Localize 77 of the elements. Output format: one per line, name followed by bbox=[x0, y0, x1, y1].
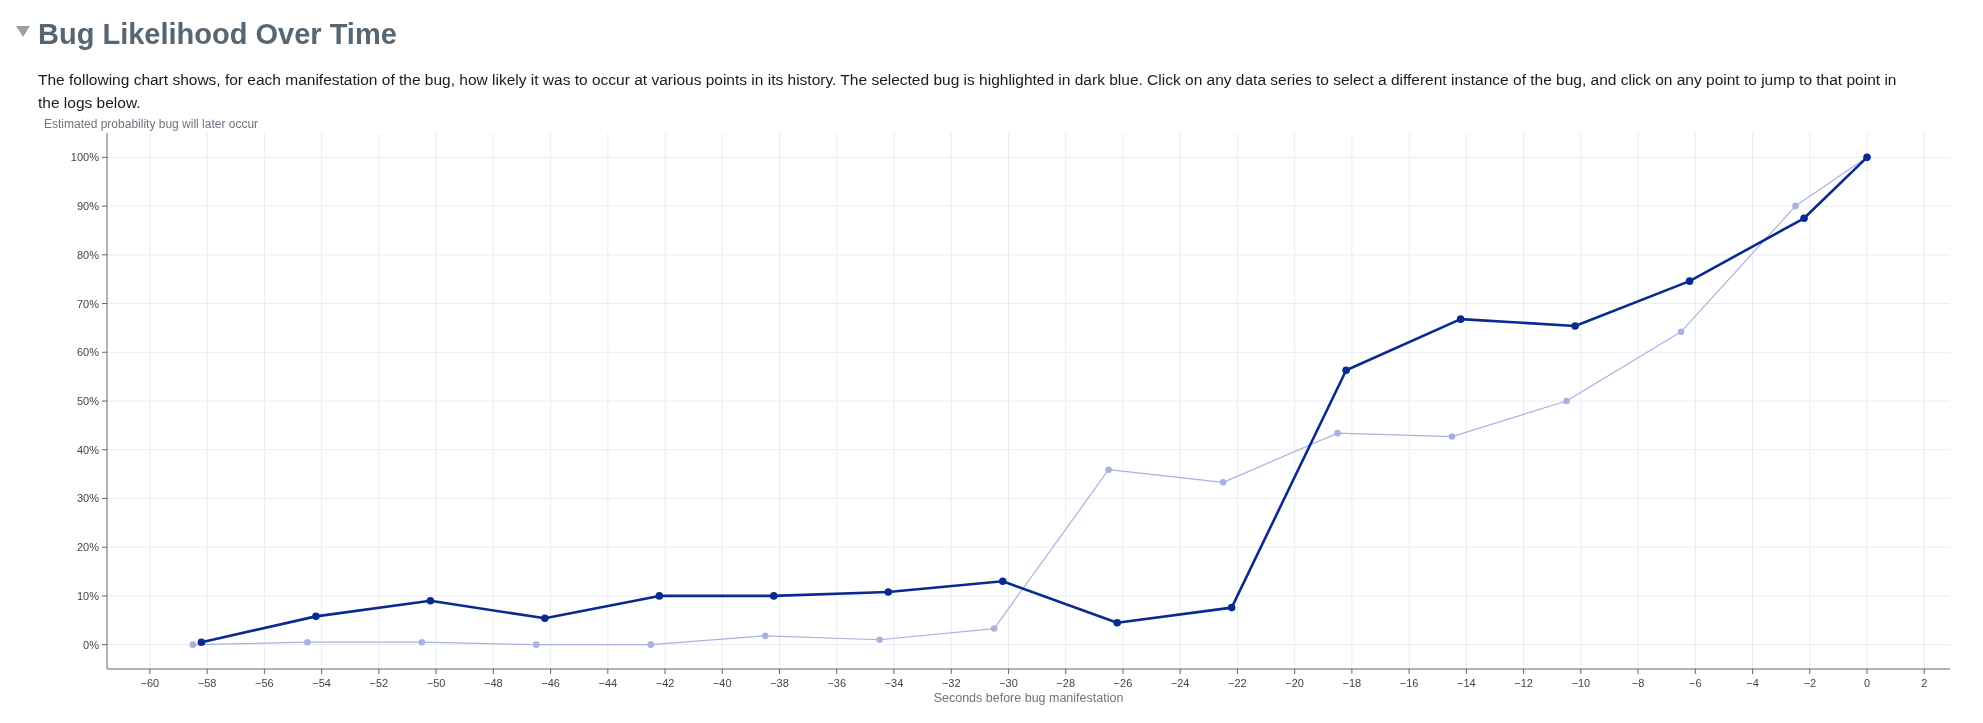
point bbox=[1105, 466, 1112, 474]
x-tick-label: −36 bbox=[827, 677, 847, 689]
point bbox=[1227, 603, 1236, 612]
point bbox=[647, 641, 655, 648]
point bbox=[990, 625, 998, 632]
x-tick-label: −38 bbox=[770, 677, 789, 689]
x-tick-label: −56 bbox=[255, 677, 274, 689]
x-tick-label: −26 bbox=[1113, 677, 1133, 689]
point bbox=[1685, 277, 1694, 285]
y-tick-label: 100% bbox=[70, 151, 100, 164]
x-tick-label: −50 bbox=[426, 677, 446, 689]
point bbox=[655, 592, 664, 600]
point bbox=[532, 641, 540, 648]
x-tick-label: −42 bbox=[655, 677, 675, 689]
point bbox=[770, 592, 778, 600]
point bbox=[1219, 479, 1227, 486]
chart-subtitle: The following chart shows, for each manifestation of the bug, how likely it was to occur at various points in its history. The selected bug is highlighted in dark blue. Click on any data series to select a different instance of the bug, and click on any point to jump to that point in the logs below. bbox=[38, 71, 1897, 111]
point bbox=[418, 638, 426, 646]
x-tick-label: −40 bbox=[712, 677, 732, 689]
x-tick-label: −16 bbox=[1399, 677, 1419, 689]
x-tick-label: −2 bbox=[1803, 677, 1817, 689]
x-tick-label: −8 bbox=[1631, 677, 1645, 689]
x-tick-label: −4 bbox=[1746, 677, 1759, 689]
y-tick-label: 30% bbox=[76, 492, 100, 505]
point bbox=[1456, 315, 1465, 323]
point bbox=[998, 577, 1007, 586]
y-tick-label: 60% bbox=[76, 346, 100, 359]
point bbox=[1800, 214, 1808, 223]
y-tick-label: 80% bbox=[76, 248, 100, 261]
point bbox=[1342, 366, 1350, 375]
x-tick-label: −54 bbox=[312, 677, 331, 689]
point bbox=[426, 596, 435, 605]
x-tick-label: −32 bbox=[941, 677, 961, 689]
point bbox=[1563, 397, 1570, 405]
x-tick-label: 0 bbox=[1863, 677, 1871, 689]
x-tick-label: −12 bbox=[1514, 677, 1533, 689]
point bbox=[189, 641, 197, 648]
point bbox=[1792, 202, 1799, 210]
x-tick-label: −30 bbox=[999, 677, 1018, 689]
x-tick-label: −48 bbox=[484, 677, 503, 689]
x-tick-label: −58 bbox=[197, 677, 217, 689]
y-axis-title: Estimated probability bug will later occur bbox=[44, 117, 259, 131]
point bbox=[304, 638, 311, 646]
x-tick-label: −60 bbox=[140, 677, 160, 689]
y-tick-label: 20% bbox=[76, 541, 100, 554]
x-tick-label: −22 bbox=[1228, 677, 1247, 689]
y-tick-label: 40% bbox=[76, 443, 100, 456]
y-tick-label: 10% bbox=[76, 589, 100, 602]
x-tick-label: −24 bbox=[1170, 677, 1190, 689]
y-tick-label: 70% bbox=[76, 297, 100, 310]
x-tick-label: −28 bbox=[1056, 677, 1076, 689]
x-tick-label: −52 bbox=[369, 677, 389, 689]
y-tick-label: 50% bbox=[76, 395, 100, 407]
point bbox=[1334, 429, 1341, 437]
x-tick-label: 2 bbox=[1921, 677, 1928, 689]
point bbox=[884, 588, 893, 596]
point bbox=[541, 614, 549, 623]
y-tick-label: 0% bbox=[83, 638, 100, 651]
point bbox=[1677, 328, 1685, 336]
x-tick-label: −10 bbox=[1571, 677, 1591, 689]
point bbox=[1571, 322, 1579, 330]
chart-title: Bug Likelihood Over Time bbox=[38, 18, 397, 50]
x-tick-label: −18 bbox=[1342, 677, 1362, 689]
x-tick-label: −20 bbox=[1285, 677, 1304, 689]
x-tick-label: −34 bbox=[884, 677, 904, 689]
x-tick-label: −14 bbox=[1457, 677, 1476, 689]
x-tick-label: −44 bbox=[598, 677, 618, 689]
point bbox=[312, 612, 320, 621]
point bbox=[1448, 433, 1456, 440]
point bbox=[876, 636, 883, 644]
x-tick-label: −6 bbox=[1689, 677, 1702, 689]
point bbox=[197, 638, 206, 646]
x-tick-label: −46 bbox=[541, 677, 560, 689]
x-axis-title: Seconds before bug manifestation bbox=[933, 691, 1124, 705]
y-tick-label: 90% bbox=[76, 200, 100, 213]
point bbox=[761, 632, 769, 640]
point bbox=[1113, 618, 1122, 627]
